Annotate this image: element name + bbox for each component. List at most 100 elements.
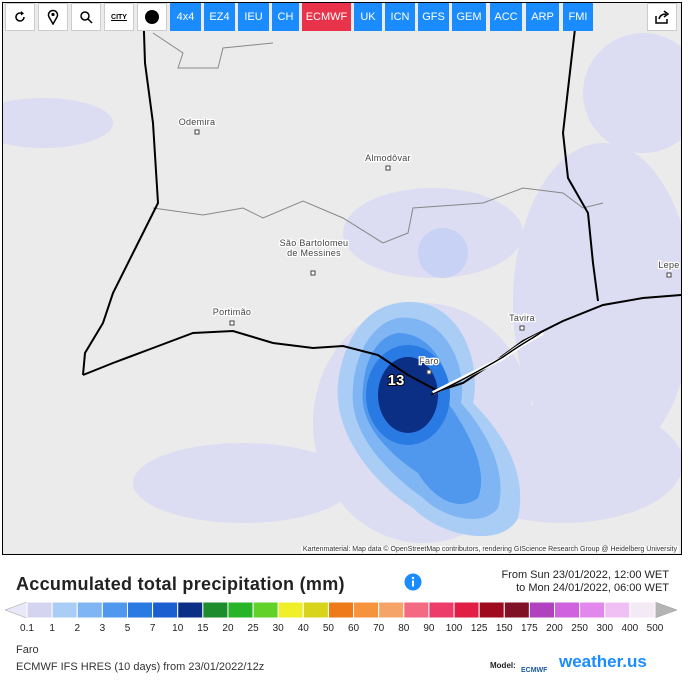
colorbar-label: 20: [222, 623, 234, 634]
colorbar-box: [26, 601, 53, 619]
icon: [655, 10, 670, 24]
colorbar-box: [528, 601, 556, 619]
brand: weather.us: [559, 652, 647, 671]
city-button[interactable]: CITY: [104, 3, 134, 31]
colorbar-box: [51, 601, 78, 619]
coastline-south: [82, 294, 681, 393]
colorbar-box: [629, 601, 656, 619]
model-button[interactable]: IEU: [238, 3, 269, 31]
model-button[interactable]: CH: [272, 3, 299, 31]
colorbar-label: 100: [446, 623, 463, 634]
colorbar-label: 50: [323, 623, 335, 634]
location-button[interactable]: [38, 3, 68, 31]
colorbar-box: [227, 601, 254, 619]
colorbar-label: 80: [398, 623, 410, 634]
colorbar-label: 5: [125, 623, 131, 634]
precip-5: [378, 357, 438, 433]
model-button[interactable]: GEM: [452, 3, 486, 31]
colorbar-label: 500: [647, 623, 664, 634]
colorbar-label: 7: [150, 623, 156, 634]
coastline-west: [82, 3, 160, 376]
model-button[interactable]: GFS: [418, 3, 449, 31]
location: Faro: [16, 644, 39, 656]
district-border: [152, 187, 604, 244]
colorbar-box: [202, 601, 229, 619]
colorbar-box: [302, 601, 329, 619]
date-from: From Sun 23/01/2022, 12:00 WET: [501, 569, 669, 581]
colorbar-label: 2: [74, 623, 80, 634]
colorbar-label: 300: [596, 623, 613, 634]
colorbar-label: 250: [571, 623, 588, 634]
colorbar-box: [579, 601, 606, 619]
colorbar-label: 1: [49, 623, 55, 634]
place-label: Portimão: [213, 307, 251, 317]
colorbar-over: [654, 601, 678, 619]
model-button[interactable]: 4x4: [170, 3, 201, 31]
icon: [80, 11, 93, 24]
colorbar-label: 150: [496, 623, 513, 634]
colorbar-label: 15: [197, 623, 209, 634]
icon: [47, 9, 59, 25]
colorbar-label: 90: [423, 623, 435, 634]
colorbar-box: [327, 601, 355, 619]
lagoon-edge: [430, 330, 544, 396]
colorbar-box: [378, 601, 405, 619]
colorbar-label: 0.1: [20, 623, 34, 634]
colorbar-label: 3: [100, 623, 106, 634]
colorbar-label: 30: [273, 623, 285, 634]
model-run: ECMWF IFS HRES (10 days) from 23/01/2022…: [16, 661, 265, 673]
model-name: ECMWF: [521, 667, 548, 674]
map[interactable]: Odemira Almodôvar São Bartolomeu de Messine…: [2, 2, 682, 555]
colorbar-label: 400: [622, 623, 639, 634]
colorbar-box: [554, 601, 581, 619]
model-button[interactable]: ICN: [385, 3, 415, 31]
colorbar-label: 175: [521, 623, 538, 634]
model-button[interactable]: ARP: [526, 3, 559, 31]
model-button[interactable]: FMI: [563, 3, 593, 31]
place-label: Odemira: [179, 117, 216, 127]
colorbar-label: 40: [298, 623, 310, 634]
colorbar-label: 60: [348, 623, 360, 634]
colorbar-box: [252, 601, 279, 619]
zoom-button[interactable]: [71, 3, 101, 31]
colorbar-label: 70: [373, 623, 385, 634]
point-value: 13: [388, 372, 405, 389]
marker-button[interactable]: [137, 3, 167, 31]
model-button[interactable]: UK: [354, 3, 382, 31]
colorbar-box: [403, 601, 430, 619]
model-button[interactable]: ECMWF: [302, 3, 351, 31]
colorbar-box: [126, 601, 154, 619]
colorbar-box: [76, 601, 103, 619]
icon: [15, 11, 25, 22]
national-border: [561, 3, 599, 302]
colorbar: 0.1 1 2 3 5 7 10 15 20 25 30 40 50 60 70 80 90 100 125 150 1…: [4, 601, 678, 634]
share-button[interactable]: [647, 3, 677, 31]
refresh-button[interactable]: [5, 3, 35, 31]
colorbar-box: [152, 601, 179, 619]
colorbar-box: [353, 601, 380, 619]
colorbar-under: [4, 601, 28, 619]
colorbar-label: 10: [172, 623, 184, 634]
model-label: Model:: [490, 661, 516, 670]
place-label: São Bartolomeu: [280, 238, 349, 248]
colorbar-label: 25: [248, 623, 260, 634]
place-label: Tavira: [509, 313, 535, 323]
colorbar-box: [177, 601, 204, 619]
place-label: Lepe: [658, 260, 679, 270]
colorbar-box: [453, 601, 480, 619]
place-label: de Messines: [287, 248, 341, 258]
colorbar-box: [101, 601, 128, 619]
model-button[interactable]: EZ4: [204, 3, 235, 31]
place-label: Faro: [419, 356, 439, 366]
colorbar-label: 200: [546, 623, 563, 634]
district-border: [152, 32, 274, 69]
title: Accumulated total precipitation (mm): [16, 574, 345, 594]
info-icon[interactable]: [404, 573, 422, 591]
model-button[interactable]: ACC: [490, 3, 522, 31]
colorbar-box: [428, 601, 455, 619]
date-to: to Mon 24/01/2022, 06:00 WET: [516, 582, 669, 594]
colorbar-box: [478, 601, 505, 619]
icon: [145, 10, 159, 24]
place-markers: [194, 129, 672, 375]
